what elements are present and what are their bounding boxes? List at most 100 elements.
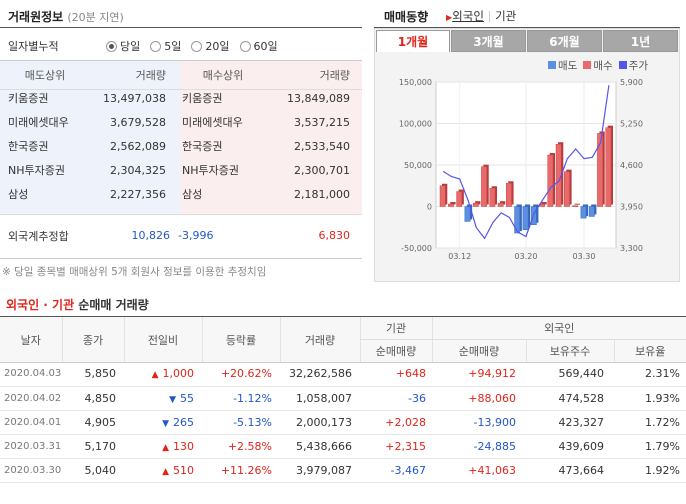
up-arrow-icon: ▲ [162, 466, 169, 477]
period-radio-2[interactable]: 20일 [191, 38, 230, 54]
net-title-highlight: 외국인 · 기관 [6, 298, 75, 312]
row-change: 55 [180, 391, 194, 405]
legend-sell: 매도 [548, 58, 577, 73]
col-foreign-net: 순매매량 [432, 339, 527, 362]
row-foreign-net: -24,885 [473, 439, 516, 453]
tab-1year[interactable]: 1년 [603, 30, 678, 52]
y-tick-label: 100,000 [399, 120, 432, 129]
y2-tick-label: 3,950 [620, 203, 643, 212]
row-close: 4,905 [84, 415, 117, 429]
row-volume: 2,000,173 [296, 415, 352, 429]
row-foreign-net: +88,060 [468, 391, 516, 405]
radio-circle-icon[interactable] [191, 40, 203, 52]
net-trading-title: 외국인 · 기관 순매매 거래량 [6, 296, 149, 313]
row-hold: 569,440 [558, 367, 605, 381]
buy-broker[interactable]: 키움증권 [182, 92, 223, 105]
daily-cumulative-label: 일자별누적 [8, 40, 59, 53]
radio-circle-icon[interactable] [239, 40, 251, 52]
buy-broker[interactable]: 미래에셋대우 [182, 116, 243, 129]
col-hold: 보유주수 [526, 339, 615, 362]
col-sell-volume: 거래량 [135, 69, 166, 82]
buy-broker[interactable]: NH투자증권 [182, 164, 239, 177]
row-hold-rate: 1.92% [645, 463, 680, 477]
foreign-sell: 10,826 [131, 229, 171, 242]
trend-links: ▶외국인 | 기관 [446, 9, 517, 23]
row-volume: 3,979,087 [296, 463, 352, 477]
link-foreign[interactable]: 외국인 [452, 9, 484, 23]
row-volume: 5,438,666 [296, 439, 352, 453]
col-buy-volume: 거래량 [319, 69, 350, 82]
col-institution: 기관 [360, 317, 433, 339]
buy-bar [481, 166, 487, 207]
row-change: 265 [173, 415, 194, 429]
buy-bar [489, 187, 496, 207]
link-institution[interactable]: 기관 [495, 9, 517, 23]
row-rate: +20.62% [220, 367, 272, 381]
y-tick-label: 150,000 [399, 78, 432, 87]
buy-volume: 2,300,701 [294, 163, 350, 177]
sell-bar [588, 206, 595, 217]
sell-volume: 3,679,528 [110, 115, 166, 129]
buy-bar [547, 154, 554, 207]
legend-buy-label: 매수 [593, 60, 613, 72]
period-radio-3[interactable]: 60일 [239, 38, 278, 54]
down-arrow-icon: ▼ [169, 394, 176, 405]
col-foreign: 외국인 [544, 322, 575, 335]
row-change: 510 [173, 463, 194, 477]
sell-volume: 13,497,038 [103, 91, 166, 105]
period-radio-0[interactable]: 당일 [106, 38, 140, 54]
row-hold: 423,327 [558, 415, 605, 429]
broker-row: 한국증권 2,562,089 한국증권 2,533,540 [0, 134, 362, 158]
row-inst-net: -3,467 [390, 463, 426, 477]
row-change: 1,000 [162, 367, 195, 381]
tab-1month[interactable]: 1개월 [376, 30, 450, 52]
row-date: 2020.03.31 [4, 440, 62, 452]
sell-volume: 2,562,089 [110, 139, 166, 153]
sell-broker[interactable]: 삼성 [8, 188, 29, 201]
buy-bar-shadow [475, 201, 481, 205]
x-tick-label: 03.20 [515, 252, 538, 261]
broker-row: NH투자증권 2,304,325 NH투자증권 2,300,701 [0, 158, 362, 182]
sell-broker[interactable]: 키움증권 [8, 92, 49, 105]
period-label: 당일 [120, 40, 141, 53]
legend-sell-label: 매도 [558, 60, 578, 72]
buy-bar [456, 191, 463, 207]
period-radio-group: 당일 5일 20일 60일 [106, 38, 288, 54]
broker-row: 키움증권 13,497,038 키움증권 13,849,089 [0, 86, 362, 110]
sell-bar [464, 206, 471, 222]
tab-3months[interactable]: 3개월 [451, 30, 526, 52]
col-sell-top: 매도상위 [24, 69, 66, 82]
foreign-net: -3,996 [178, 229, 214, 242]
buy-broker[interactable]: 삼성 [182, 188, 203, 201]
row-volume: 32,262,586 [289, 367, 352, 381]
net-table-row: 2020.04.03 5,850 ▲ 1,000 +20.62% 32,262,586 +6… [0, 362, 686, 386]
row-inst-net: +2,028 [385, 415, 426, 429]
row-hold: 474,528 [558, 391, 605, 405]
sell-broker[interactable]: NH투자증권 [8, 164, 65, 177]
period-radio-1[interactable]: 5일 [150, 38, 181, 54]
y-tick-label: 0 [427, 203, 432, 212]
radio-circle-icon[interactable] [106, 40, 117, 52]
col-volume: 거래량 [280, 317, 361, 362]
y-tick-label: -50,000 [401, 244, 432, 253]
broker-row: 삼성 2,227,356 삼성 2,181,000 [0, 182, 362, 206]
buy-broker[interactable]: 한국증권 [182, 140, 223, 153]
row-volume: 1,058,007 [296, 391, 352, 405]
legend-buy: 매수 [583, 58, 613, 73]
down-arrow-icon: ▼ [162, 418, 169, 429]
trend-chart: 150,000 100,000 50,000 0 -50,000 5,900 5,250 4,… [399, 78, 643, 261]
tab-6months[interactable]: 6개월 [527, 30, 602, 52]
y2-tick-label: 5,250 [620, 120, 643, 129]
buy-bar [448, 203, 454, 207]
foreign-buy: 6,830 [318, 229, 351, 242]
buy-bar [572, 205, 579, 207]
sell-broker[interactable]: 미래에셋대우 [8, 116, 69, 129]
row-hold-rate: 2.31% [645, 367, 680, 381]
period-label: 5일 [164, 40, 182, 53]
row-date: 2020.04.03 [4, 368, 62, 380]
net-table-row: 2020.04.02 4,850 ▼ 55 -1.12% 1,058,007 -36 +88,… [0, 386, 686, 410]
buy-bar-shadow [450, 202, 456, 205]
buy-volume: 3,537,215 [294, 115, 350, 129]
sell-broker[interactable]: 한국증권 [8, 140, 49, 153]
radio-circle-icon[interactable] [150, 40, 162, 52]
